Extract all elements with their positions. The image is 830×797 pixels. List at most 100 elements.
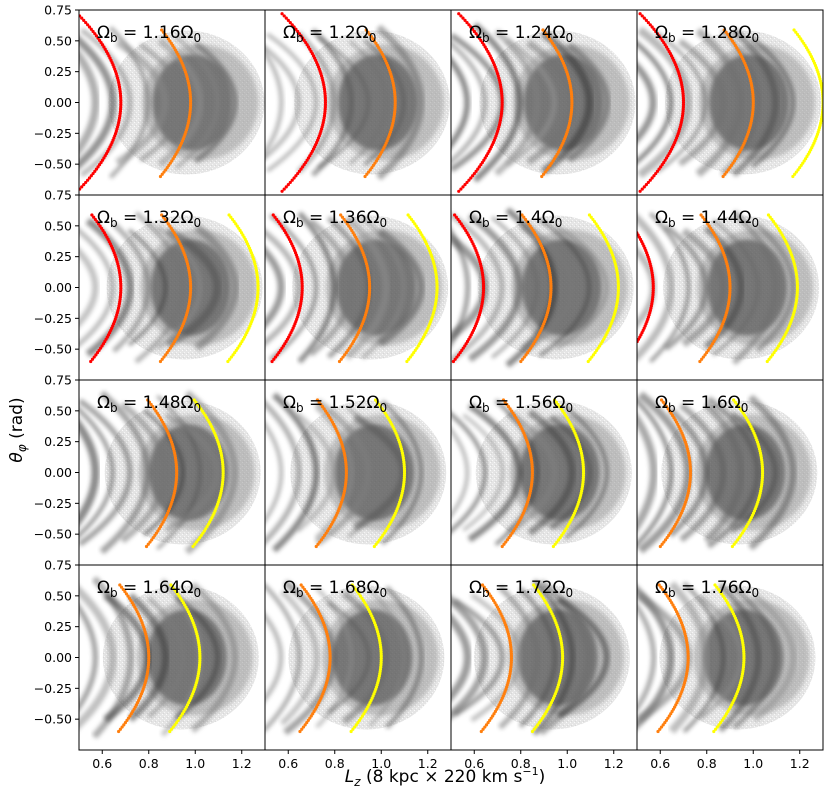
orange-resonance-point <box>483 725 487 729</box>
red-resonance-point <box>294 27 298 31</box>
yellow-resonance-point <box>353 725 357 729</box>
red-resonance-point <box>476 34 480 38</box>
yellow-resonance-point <box>718 590 722 594</box>
panel: Ωb = 1.6Ω0 <box>636 379 824 566</box>
red-resonance-point <box>463 18 467 22</box>
orange-resonance-point <box>520 213 524 217</box>
orange-resonance-point <box>480 583 485 587</box>
orange-resonance-point <box>393 101 397 105</box>
x-tick-label: 0.8 <box>139 756 159 771</box>
orange-resonance-point <box>160 172 164 176</box>
orange-resonance-point <box>368 168 372 172</box>
red-resonance-point <box>659 36 663 40</box>
yellow-resonance-point <box>768 215 772 219</box>
orange-resonance-point <box>299 583 303 587</box>
orange-resonance-point <box>527 222 531 226</box>
orange-resonance-point <box>662 540 666 544</box>
red-resonance-point <box>469 176 473 180</box>
red-resonance-point <box>500 103 504 107</box>
orange-resonance-point <box>163 32 167 37</box>
yellow-resonance-point <box>174 721 179 725</box>
orange-resonance-point <box>162 170 166 174</box>
red-resonance-point <box>282 187 286 191</box>
density-map <box>637 391 818 554</box>
panel: Ωb = 1.32Ω0 <box>75 194 266 381</box>
red-resonance-point <box>474 169 478 173</box>
yellow-resonance-point <box>379 536 383 540</box>
yellow-resonance-point <box>795 288 799 293</box>
red-resonance-point <box>300 288 304 293</box>
yellow-resonance-point <box>535 587 539 592</box>
yellow-resonance-point <box>196 402 200 407</box>
red-resonance-curve <box>79 13 123 192</box>
yellow-resonance-point <box>555 540 559 544</box>
orange-resonance-point <box>505 538 510 542</box>
red-resonance-point <box>119 286 123 290</box>
orange-resonance-point <box>728 288 732 293</box>
yellow-resonance-point <box>796 168 800 172</box>
red-resonance-point <box>642 16 646 20</box>
orange-resonance-point <box>666 407 670 411</box>
red-resonance-point <box>282 14 286 18</box>
y-tick-label: 0.25 <box>44 619 72 634</box>
red-resonance-point <box>638 12 642 16</box>
orange-resonance-point <box>704 220 708 224</box>
red-resonance-point <box>301 165 305 169</box>
orange-resonance-point <box>315 398 320 402</box>
orange-resonance-point <box>656 729 660 734</box>
density-map <box>451 207 634 368</box>
orange-resonance-point <box>509 656 514 660</box>
red-resonance-point <box>292 176 296 180</box>
orange-resonance-point <box>661 723 665 727</box>
y-tick-label: 0.00 <box>44 465 72 480</box>
yellow-resonance-point <box>228 357 232 361</box>
orange-resonance-point <box>164 168 168 172</box>
red-resonance-point <box>631 347 634 350</box>
yellow-resonance-point <box>715 585 719 589</box>
panel: Ωb = 1.2Ω0 <box>264 9 452 196</box>
orange-resonance-point <box>366 170 371 174</box>
orange-resonance-point <box>317 400 321 404</box>
orange-resonance-point <box>686 658 690 663</box>
red-resonance-point <box>632 227 635 230</box>
red-resonance-point <box>652 27 656 31</box>
y-axis-label: θφ (rad) <box>7 397 29 462</box>
orange-resonance-point <box>340 215 345 219</box>
yellow-resonance-point <box>586 359 590 364</box>
orange-resonance-point <box>519 359 523 364</box>
orange-resonance-point <box>363 174 367 179</box>
red-resonance-point <box>301 36 305 40</box>
red-resonance-point <box>93 217 97 222</box>
red-resonance-point <box>89 174 93 178</box>
panel-label: Ωb = 1.32Ω0 <box>97 208 201 230</box>
y-tick-label: −0.50 <box>34 712 72 727</box>
orange-resonance-point <box>530 473 534 478</box>
yellow-resonance-point <box>589 215 593 219</box>
orange-resonance-point <box>344 471 348 475</box>
orange-resonance-point <box>721 174 725 179</box>
red-resonance-point <box>481 286 486 290</box>
yellow-resonance-point <box>590 355 594 359</box>
orange-resonance-point <box>188 288 193 293</box>
orange-resonance-point <box>160 357 164 361</box>
red-resonance-point <box>284 16 288 20</box>
yellow-resonance-point <box>174 590 178 594</box>
orange-resonance-point <box>370 166 374 170</box>
red-resonance-point <box>461 16 465 20</box>
panel: Ωb = 1.48Ω0 <box>75 379 266 566</box>
orange-resonance-point <box>146 542 150 546</box>
orange-resonance-point <box>147 400 152 404</box>
yellow-resonance-point <box>715 725 719 729</box>
orange-resonance-point <box>481 727 485 731</box>
y-tick-label: 0.25 <box>44 64 72 79</box>
red-resonance-point <box>638 189 642 193</box>
orange-resonance-curve <box>500 398 534 549</box>
red-resonance-point <box>96 165 100 169</box>
x-tick-label: 1.2 <box>418 756 438 771</box>
red-resonance-point <box>471 27 475 31</box>
orange-resonance-point <box>724 30 728 34</box>
orange-resonance-point <box>549 288 553 293</box>
yellow-resonance-point <box>538 592 542 596</box>
yellow-resonance-point <box>256 288 260 293</box>
yellow-resonance-point <box>766 213 771 217</box>
